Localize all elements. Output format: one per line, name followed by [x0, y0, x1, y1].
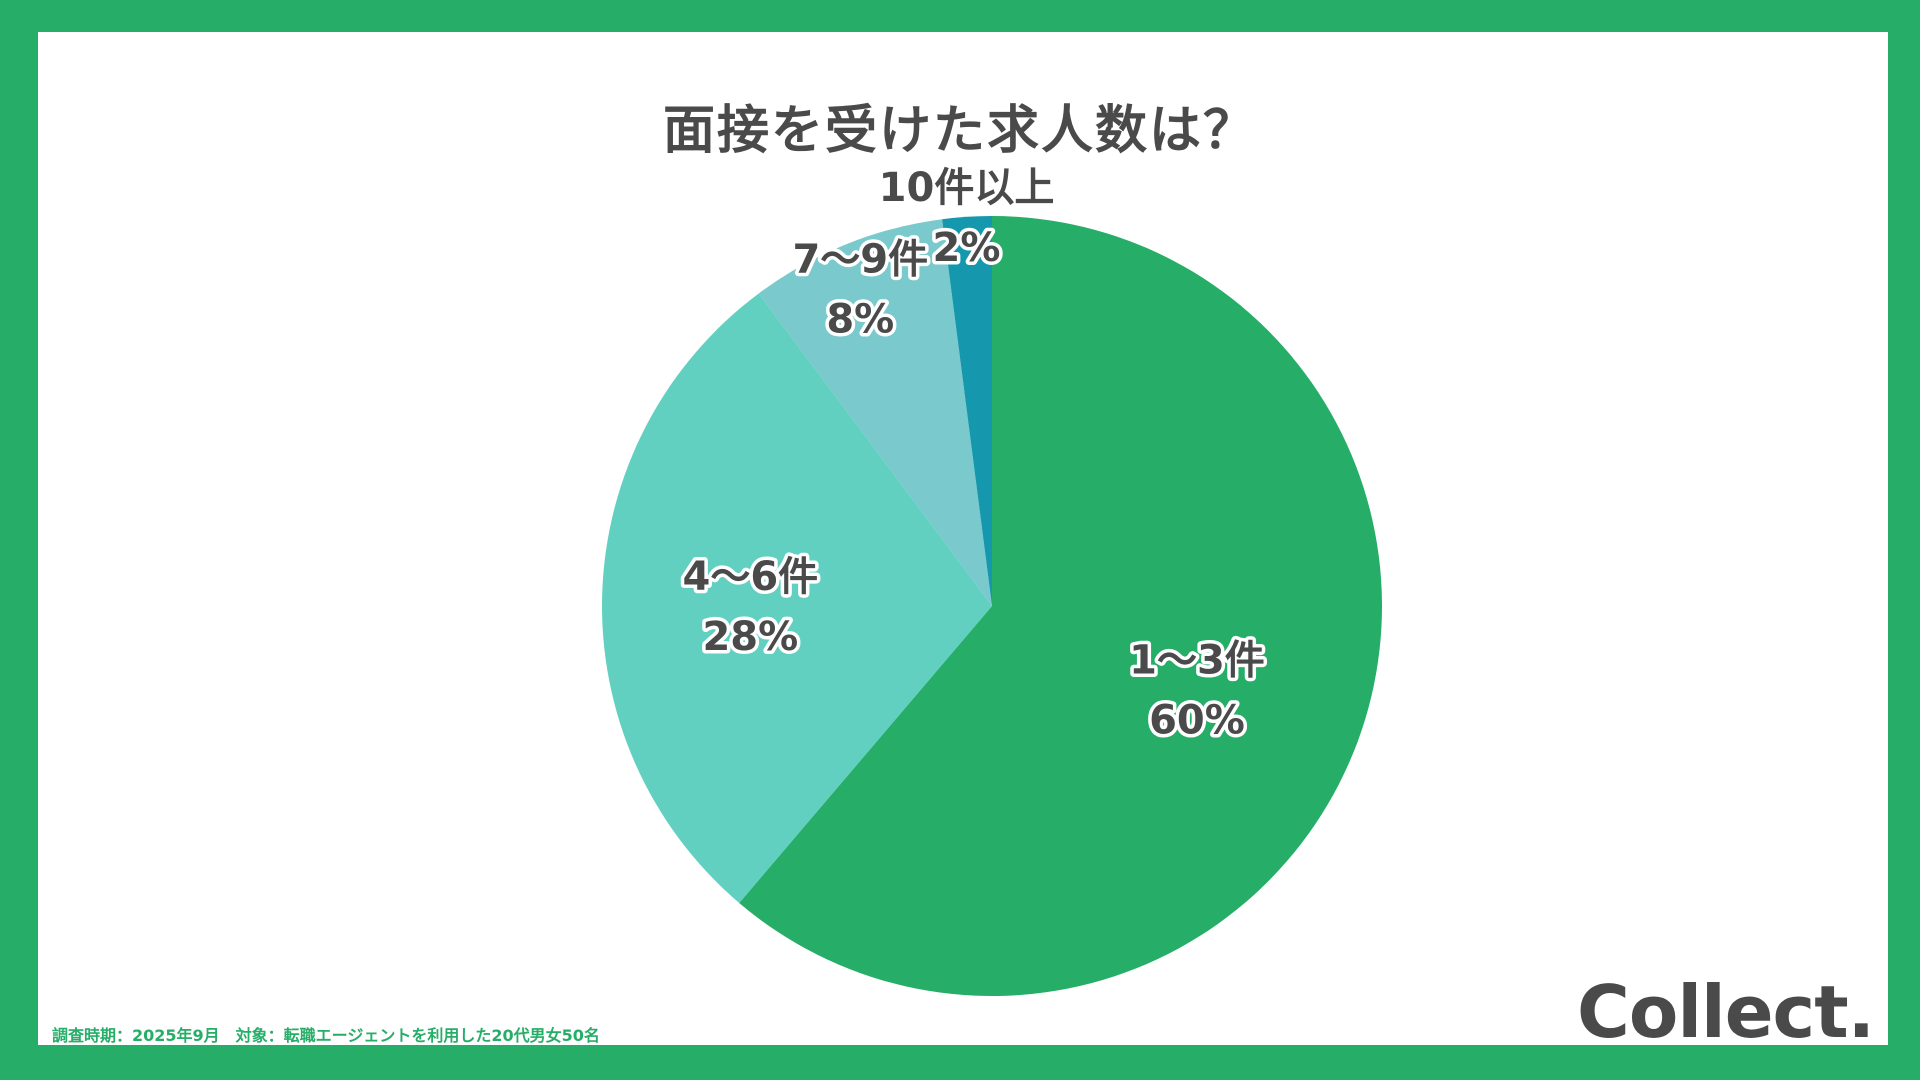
pie-slice-4	[942, 216, 992, 606]
slice-value-label-1: 60%	[1149, 697, 1245, 743]
slice-value-label-2: 28%	[702, 614, 798, 660]
slice-category-label-2: 4〜6件	[682, 554, 818, 600]
pie-slice-2	[602, 293, 992, 903]
pie-labels: 1〜3件 60% 4〜6件 28% 7〜9件 8% 10件以上 2%	[679, 162, 1268, 747]
slice-value-label-4: 2%	[933, 225, 1001, 271]
collect-logo: Collect.	[1577, 970, 1875, 1054]
slice-category-label-4: 10件以上	[879, 165, 1055, 211]
pie-slices	[602, 216, 1383, 996]
survey-footnote: 調査時期：2025年9月 対象：転職エージェントを利用した20代男女50名	[52, 1026, 600, 1045]
slice-value-label-3: 8%	[826, 297, 894, 343]
slice-category-label-3: 7〜9件	[792, 237, 928, 283]
pie-slice-1	[739, 216, 1383, 996]
pie-slice-3	[758, 219, 992, 606]
chart-title: 面接を受けた求人数は？	[662, 101, 1257, 161]
slice-category-label-1: 1〜3件	[1129, 637, 1265, 683]
